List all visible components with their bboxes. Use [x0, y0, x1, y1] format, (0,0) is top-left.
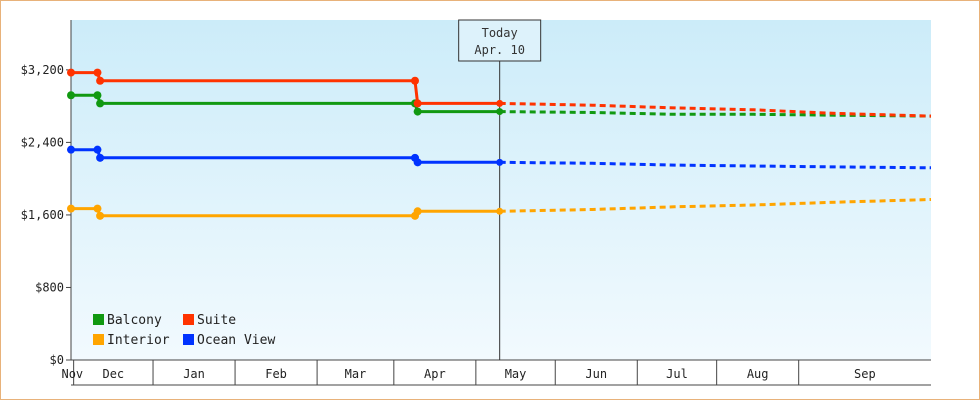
- data-point-balcony: [67, 91, 75, 100]
- data-point-suite: [496, 99, 504, 107]
- x-tick-label: Mar: [345, 367, 367, 381]
- data-point-interior: [496, 207, 504, 215]
- y-tick-label: $2,400: [21, 135, 64, 149]
- data-point-ocean-view: [413, 158, 422, 167]
- series-line-ocean-view: [71, 148, 500, 164]
- legend-swatch-ocean-view: [183, 334, 194, 345]
- legend: Balcony Suite Interior Ocean View: [93, 313, 275, 348]
- data-point-suite: [67, 68, 75, 77]
- x-tick-label: Dec: [102, 367, 124, 381]
- data-point-ocean-view: [96, 153, 105, 162]
- y-tick-label: $1,600: [21, 208, 64, 222]
- x-tick-label: Feb: [265, 367, 287, 381]
- data-point-interior: [413, 207, 422, 216]
- series-forecast-ocean-view: [499, 160, 932, 170]
- series-layer: [67, 68, 932, 220]
- data-point-interior: [67, 204, 75, 213]
- data-point-balcony: [496, 108, 504, 116]
- legend-label-balcony: Balcony: [107, 313, 162, 328]
- x-tick-label: Jun: [585, 367, 607, 381]
- data-point-interior: [96, 211, 105, 220]
- legend-label-suite: Suite: [197, 313, 236, 328]
- legend-swatch-balcony: [93, 314, 104, 325]
- y-tick-label: $800: [35, 280, 64, 294]
- data-point-balcony: [413, 107, 422, 116]
- legend-swatch-suite: [183, 314, 194, 325]
- x-tick-label: Nov: [61, 367, 83, 381]
- data-point-suite: [411, 76, 419, 85]
- x-tick-label: May: [505, 367, 527, 381]
- y-axis: $0 $800 $1,600 $2,400 $3,200: [21, 20, 72, 367]
- legend-swatch-interior: [93, 334, 104, 345]
- data-point-suite: [93, 68, 102, 77]
- series-line-suite: [71, 71, 500, 105]
- data-point-interior: [93, 204, 102, 213]
- legend-label-ocean-view: Ocean View: [197, 333, 275, 348]
- data-point-ocean-view: [496, 158, 504, 166]
- y-tick-label: $3,200: [21, 63, 64, 77]
- x-tick-label: Aug: [747, 367, 769, 381]
- today-box: [458, 19, 542, 62]
- plot-background: [71, 20, 931, 360]
- data-point-balcony: [96, 99, 105, 108]
- x-tick-label: Jan: [183, 367, 205, 381]
- series-line-balcony: [71, 93, 500, 114]
- x-tick-label: Sep: [854, 367, 876, 381]
- series-line-interior: [71, 207, 500, 218]
- y-tick-label: $0: [50, 353, 64, 367]
- series-forecast-suite: [499, 101, 932, 118]
- data-point-suite: [96, 76, 105, 85]
- today-date: Apr. 10: [474, 43, 525, 57]
- data-point-suite: [413, 99, 422, 108]
- legend-label-interior: Interior: [107, 333, 170, 348]
- data-point-ocean-view: [67, 145, 75, 154]
- series-forecast-interior: [499, 198, 932, 213]
- x-tick-label: Jul: [666, 367, 688, 381]
- data-point-ocean-view: [93, 145, 102, 154]
- today-title: Today: [482, 26, 518, 40]
- x-axis: Nov Dec Jan Feb Mar Apr May Jun Jul Aug Sep: [61, 359, 931, 386]
- x-tick-label: Apr: [424, 367, 446, 381]
- data-point-balcony: [93, 91, 102, 100]
